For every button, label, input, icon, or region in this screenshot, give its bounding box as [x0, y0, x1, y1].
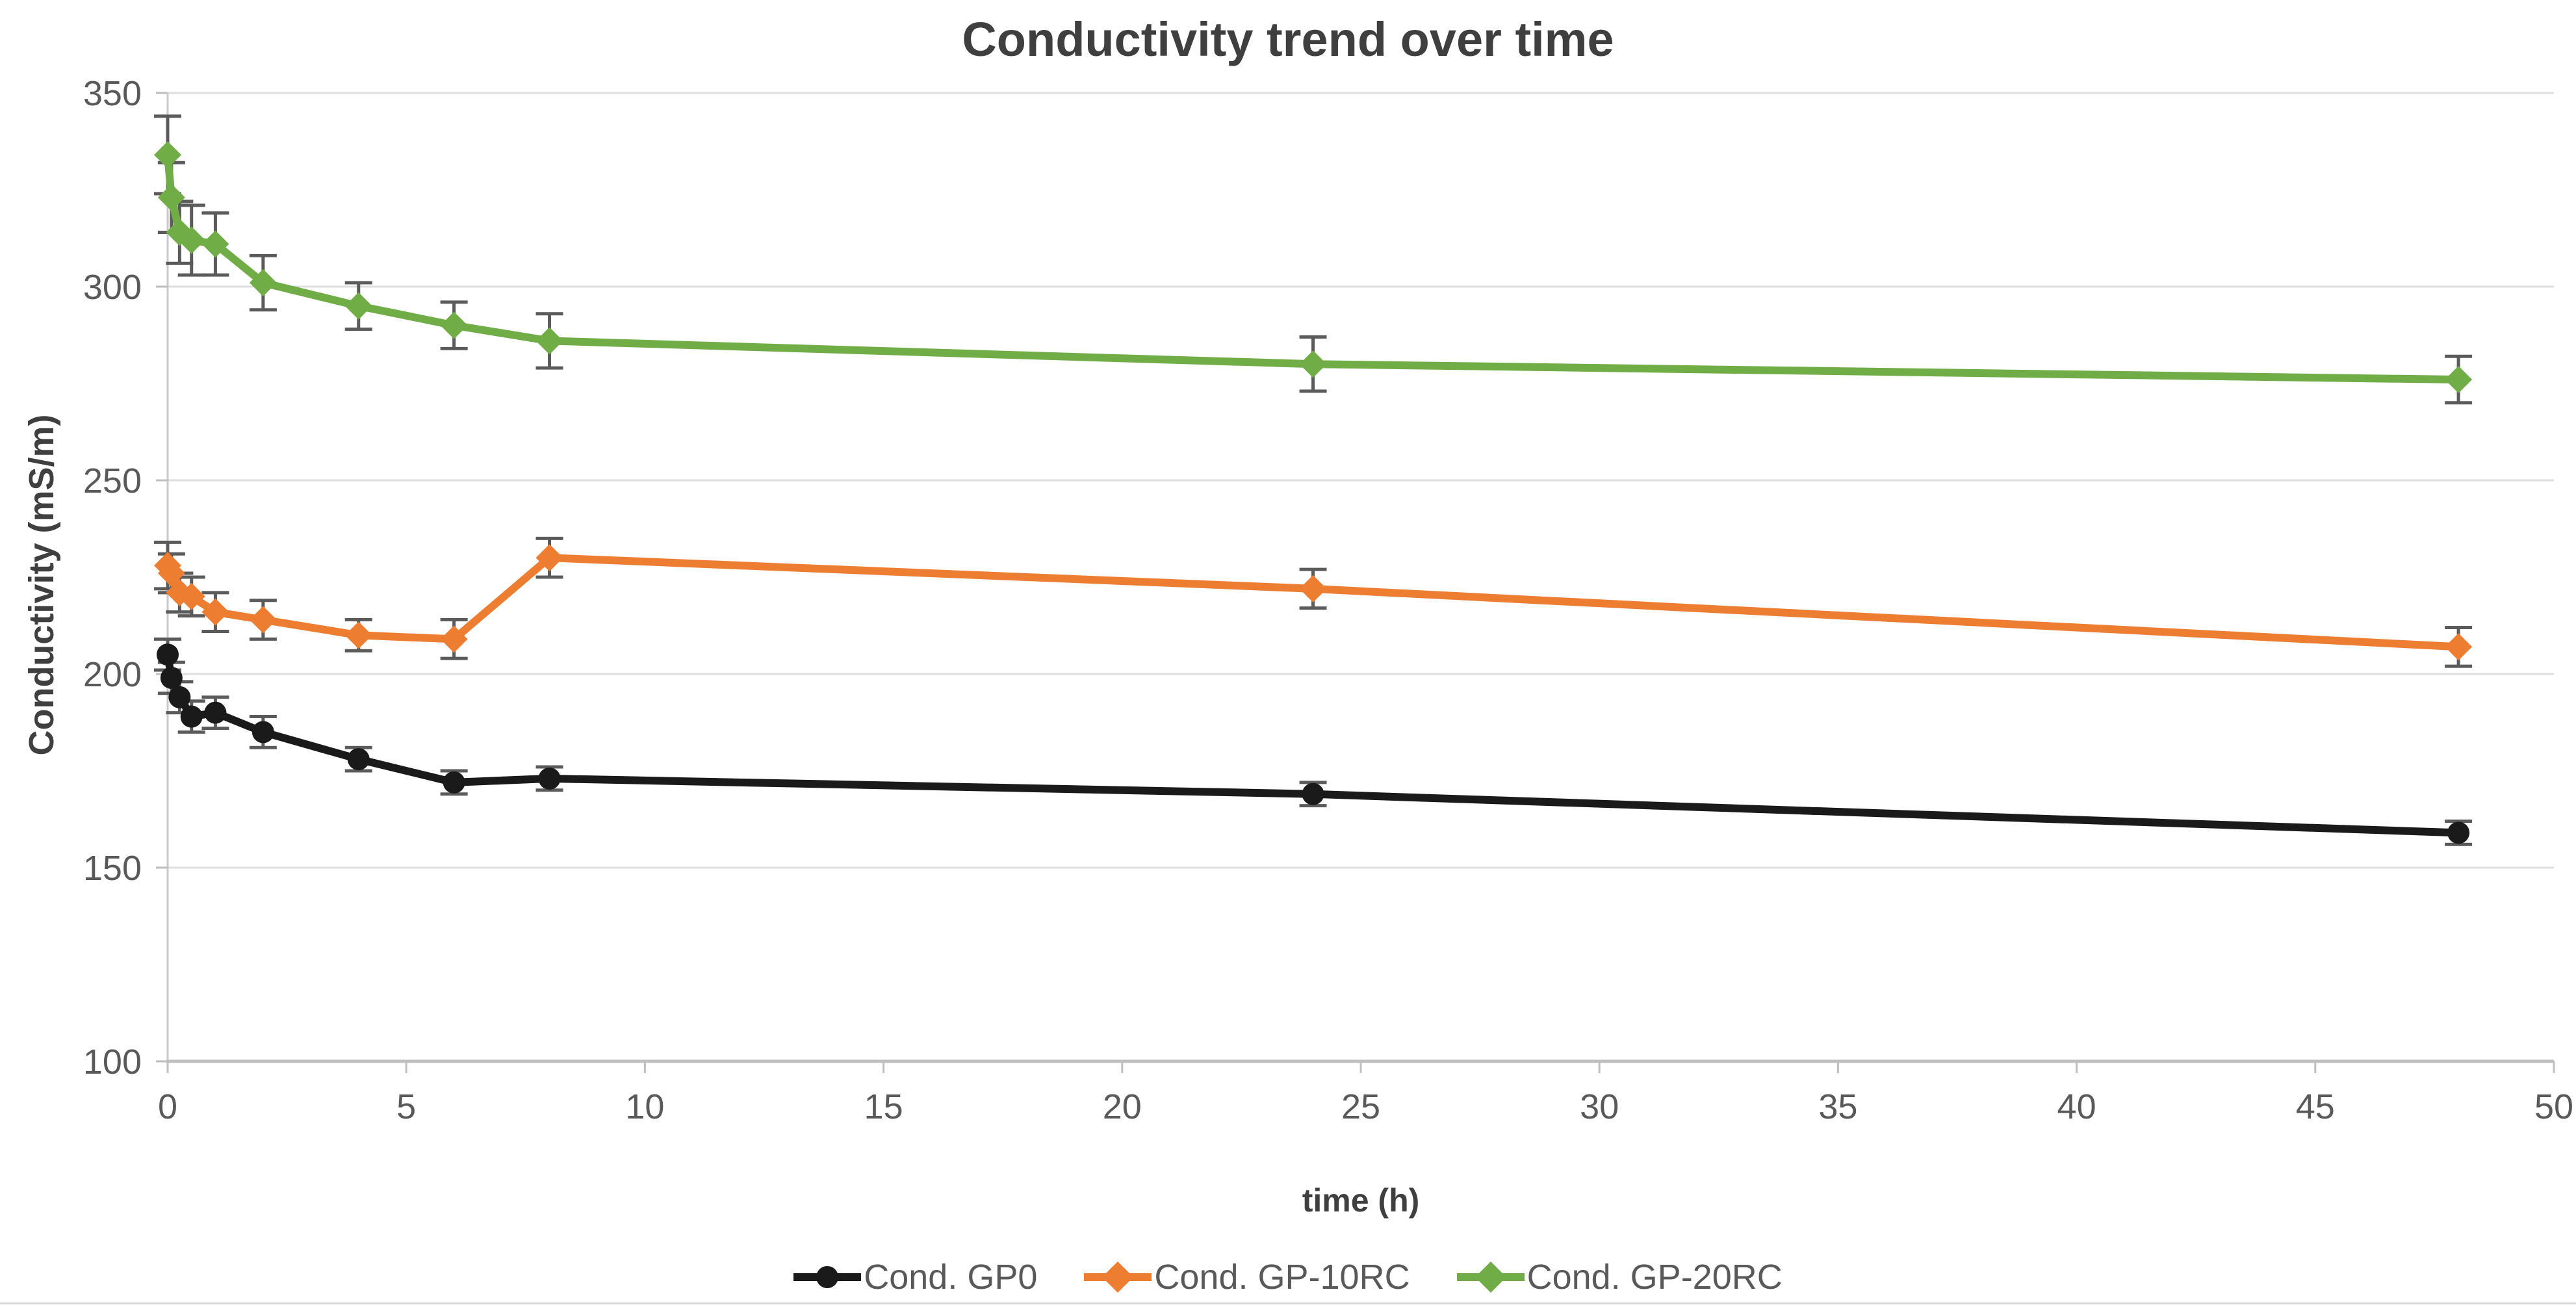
marker-gp10rc	[1299, 575, 1327, 602]
marker-gp20rc	[154, 141, 181, 169]
marker-gp10rc	[535, 544, 563, 572]
y-tick-label-300: 300	[83, 268, 142, 307]
marker-gp20rc	[157, 183, 185, 211]
y-tick-label-350: 350	[83, 74, 142, 113]
y-tick-label-250: 250	[83, 461, 142, 500]
x-axis-title: time (h)	[1302, 1182, 1420, 1219]
x-tick-label-35: 35	[1818, 1087, 1857, 1126]
marker-gp20rc	[344, 292, 372, 320]
y-tick-label-200: 200	[83, 655, 142, 694]
marker-gp20rc	[249, 269, 277, 297]
legend-marker-gp0-icon	[793, 1266, 862, 1288]
marker-gp10rc	[249, 606, 277, 634]
marker-gp20rc	[440, 311, 468, 339]
marker-gp20rc	[177, 226, 205, 254]
x-tick-label-10: 10	[625, 1087, 664, 1126]
series-gp20rc	[154, 114, 2473, 405]
y-tick-label-100: 100	[83, 1042, 142, 1081]
marker-gp0	[180, 705, 203, 728]
x-tick-label-25: 25	[1341, 1087, 1380, 1126]
marker-gp10rc	[157, 560, 185, 588]
marker-gp10rc	[201, 598, 229, 626]
marker-gp0	[168, 686, 191, 708]
marker-gp0	[204, 701, 227, 724]
x-tick-label-0: 0	[158, 1087, 177, 1126]
marker-gp20rc	[201, 230, 229, 258]
chart-title: Conductivity trend over time	[962, 12, 1614, 66]
marker-gp20rc	[2445, 366, 2473, 394]
legend: Cond. GP0 Cond. GP-10RC Cond. GP-20RC	[0, 1254, 2576, 1300]
marker-gp0	[347, 748, 370, 771]
figure-bottom-border	[0, 1302, 2576, 1304]
legend-item-gp0: Cond. GP0	[793, 1257, 1037, 1297]
legend-item-gp20rc: Cond. GP-20RC	[1456, 1257, 1783, 1297]
x-tick-label-45: 45	[2296, 1087, 2335, 1126]
marker-gp0	[538, 767, 561, 790]
marker-gp0	[157, 643, 179, 666]
x-tick-label-20: 20	[1103, 1087, 1142, 1126]
marker-gp0	[251, 721, 274, 744]
marker-gp20rc	[1299, 350, 1327, 378]
legend-item-gp10rc: Cond. GP-10RC	[1084, 1257, 1410, 1297]
x-tick-label-5: 5	[396, 1087, 416, 1126]
y-tick-label-150: 150	[83, 849, 142, 888]
series-gp10rc	[154, 536, 2473, 668]
marker-gp10rc	[440, 625, 468, 653]
legend-label-gp10rc: Cond. GP-10RC	[1154, 1258, 1410, 1297]
marker-gp0	[443, 771, 465, 794]
marker-gp20rc	[535, 327, 563, 355]
x-tick-label-30: 30	[1580, 1087, 1619, 1126]
series-gp0	[154, 637, 2473, 846]
legend-label-gp20rc: Cond. GP-20RC	[1526, 1258, 1783, 1297]
marker-gp10rc	[2445, 633, 2473, 661]
x-tick-label-50: 50	[2534, 1087, 2573, 1126]
legend-label-gp0: Cond. GP0	[864, 1258, 1038, 1297]
legend-marker-gp20rc-icon	[1456, 1261, 1525, 1293]
marker-gp0	[1302, 783, 1324, 805]
marker-gp0	[2447, 822, 2470, 844]
legend-marker-gp10rc-icon	[1084, 1261, 1152, 1293]
marker-gp0	[160, 666, 183, 689]
marker-gp10rc	[344, 621, 372, 649]
x-tick-label-40: 40	[2057, 1087, 2096, 1126]
x-tick-label-15: 15	[864, 1087, 903, 1126]
marker-gp10rc	[177, 582, 205, 610]
